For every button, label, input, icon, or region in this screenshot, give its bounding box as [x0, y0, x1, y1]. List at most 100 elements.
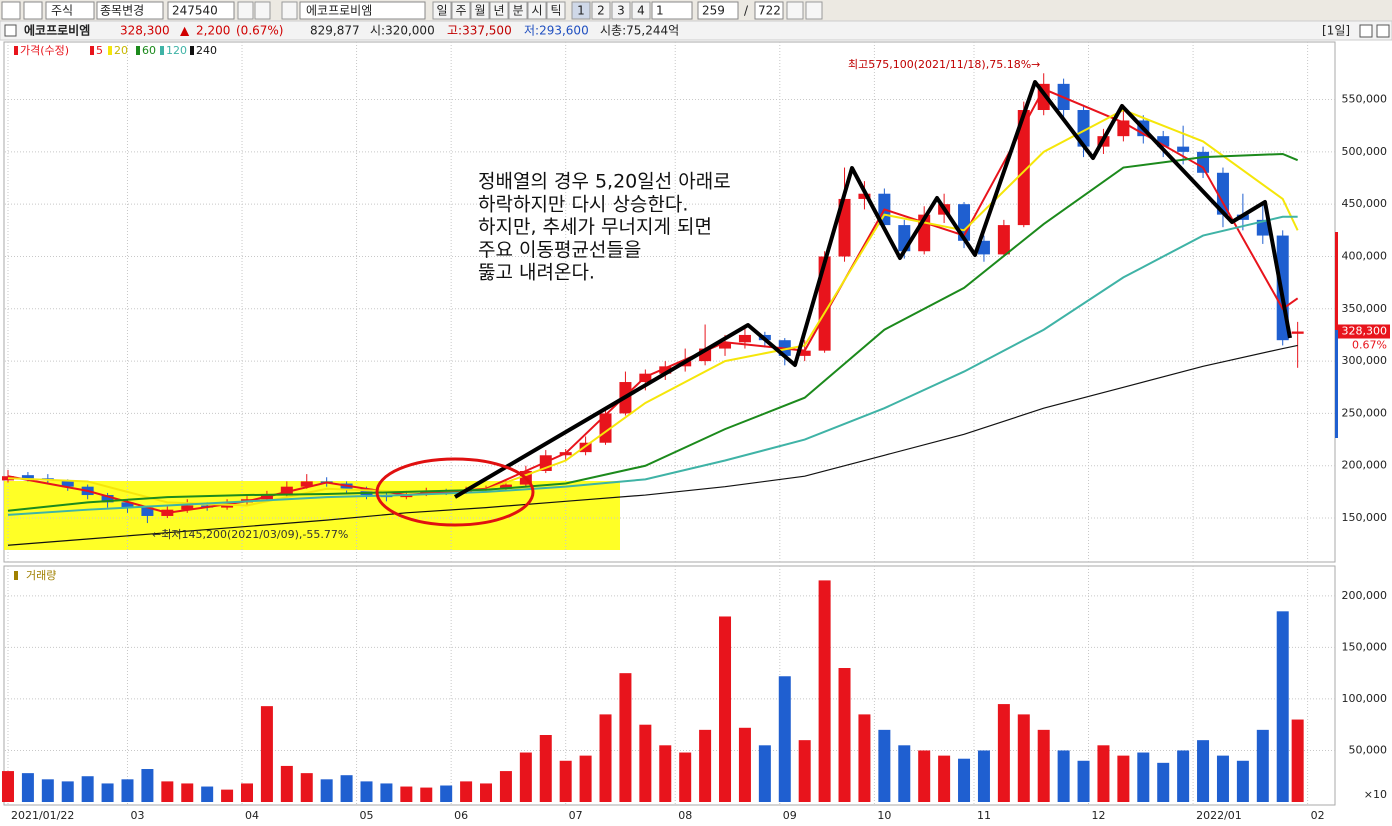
period-label: 일	[436, 4, 447, 18]
volume-bar	[221, 789, 234, 802]
num-button[interactable]	[611, 1, 631, 20]
candle-body	[659, 366, 672, 374]
note-line: 뚫고 내려온다.	[478, 262, 595, 284]
high-note: 최고575,100(2021/11/18),75.18%→	[848, 58, 1040, 71]
candle-body	[1077, 110, 1090, 147]
volume-title: 거래량	[26, 569, 56, 582]
volume-bar	[480, 783, 493, 802]
candle-body	[1177, 146, 1190, 152]
volume-bar	[420, 787, 433, 802]
volume-bar	[838, 668, 851, 802]
price-tag-label: 328,300	[1342, 325, 1388, 338]
ma-line	[7, 108, 1299, 507]
favorite-button[interactable]	[254, 1, 271, 20]
period-button[interactable]	[489, 1, 509, 20]
num-button[interactable]	[631, 1, 651, 20]
volume-bar	[1037, 729, 1050, 802]
candle-body	[579, 442, 592, 453]
x-tick-label: 08	[678, 809, 692, 822]
add-button[interactable]	[786, 1, 804, 20]
candle-body	[997, 225, 1010, 255]
volume-bar	[818, 580, 831, 802]
volume-bar	[1256, 729, 1269, 802]
candle-body	[499, 484, 512, 489]
volume-bar	[758, 745, 771, 802]
x-tick-label: 11	[977, 809, 991, 822]
volume-bar	[579, 755, 592, 802]
total: 722	[758, 4, 781, 18]
volume-bar	[141, 769, 154, 802]
nav-button[interactable]	[1, 1, 21, 20]
save-button[interactable]	[805, 1, 823, 20]
checkbox[interactable]	[4, 24, 17, 37]
period-button[interactable]	[527, 1, 547, 20]
x-tick-label: 2021/01/22	[11, 809, 74, 822]
volume-bar	[1276, 611, 1289, 802]
volume-bar	[101, 783, 114, 802]
code-input[interactable]	[167, 1, 235, 20]
window-button[interactable]	[1359, 24, 1373, 38]
candle-body	[1216, 172, 1229, 215]
price-tag	[1338, 324, 1390, 339]
volume-bar	[639, 724, 652, 802]
v-tick-label: 150,000	[1342, 640, 1388, 653]
period-button[interactable]	[546, 1, 566, 20]
candle-body	[21, 475, 34, 479]
open: 시:320,000	[370, 24, 435, 38]
dropdown-button[interactable]	[23, 1, 43, 20]
unit-select[interactable]	[651, 1, 693, 20]
volume-bar	[1157, 762, 1170, 802]
num-label: 4	[637, 4, 645, 18]
candle-body	[420, 490, 433, 494]
x-tick-label: 04	[245, 809, 259, 822]
change-select[interactable]	[96, 1, 164, 20]
total-box	[754, 1, 784, 20]
volume-bar	[181, 783, 194, 802]
volume-bar	[320, 779, 333, 802]
volume-bar	[499, 771, 512, 802]
period-button[interactable]	[508, 1, 528, 20]
volume-bar	[1216, 755, 1229, 802]
title-name: 에코프로비엠	[24, 23, 90, 38]
legend-entry: 240	[196, 44, 217, 57]
v-tick-label: 100,000	[1342, 692, 1388, 705]
num-button[interactable]	[591, 1, 611, 20]
count-input[interactable]	[697, 1, 739, 20]
y-tick-label: 450,000	[1342, 197, 1388, 210]
legend-key	[108, 46, 112, 55]
y-tick-label: 300,000	[1342, 354, 1388, 367]
period-button[interactable]	[470, 1, 490, 20]
candle-body	[1017, 110, 1030, 226]
candle-body	[61, 480, 74, 487]
volume-bar	[1057, 750, 1070, 802]
ma-line	[7, 215, 1298, 516]
candle-body	[280, 486, 293, 496]
stock-name: 에코프로비엠	[306, 4, 372, 18]
volume-bar	[300, 773, 313, 802]
candle-body	[141, 507, 154, 516]
price-tag-change: 0.67%	[1352, 339, 1387, 352]
volume-bar	[41, 779, 54, 802]
volume-bar	[121, 779, 134, 802]
search-button[interactable]	[237, 1, 254, 20]
num-button[interactable]	[571, 1, 591, 20]
num-label: 2	[597, 4, 605, 18]
num-label: 1	[577, 4, 585, 18]
period-label: 틱	[550, 4, 561, 18]
x-tick-label: 09	[783, 809, 797, 822]
menu-button[interactable]	[281, 1, 298, 20]
candle-body	[1157, 136, 1170, 147]
y-tick-label: 550,000	[1342, 93, 1388, 106]
legend-key	[90, 46, 94, 55]
period-button[interactable]	[451, 1, 471, 20]
price: 328,300	[120, 24, 170, 38]
volume-unit: ×10	[1364, 788, 1387, 801]
period-label: 분	[512, 4, 523, 18]
period-button[interactable]	[432, 1, 452, 20]
volume-bar	[260, 706, 273, 802]
close-button[interactable]	[1376, 24, 1390, 38]
market-select[interactable]	[45, 1, 95, 20]
v-tick-label: 200,000	[1342, 589, 1388, 602]
